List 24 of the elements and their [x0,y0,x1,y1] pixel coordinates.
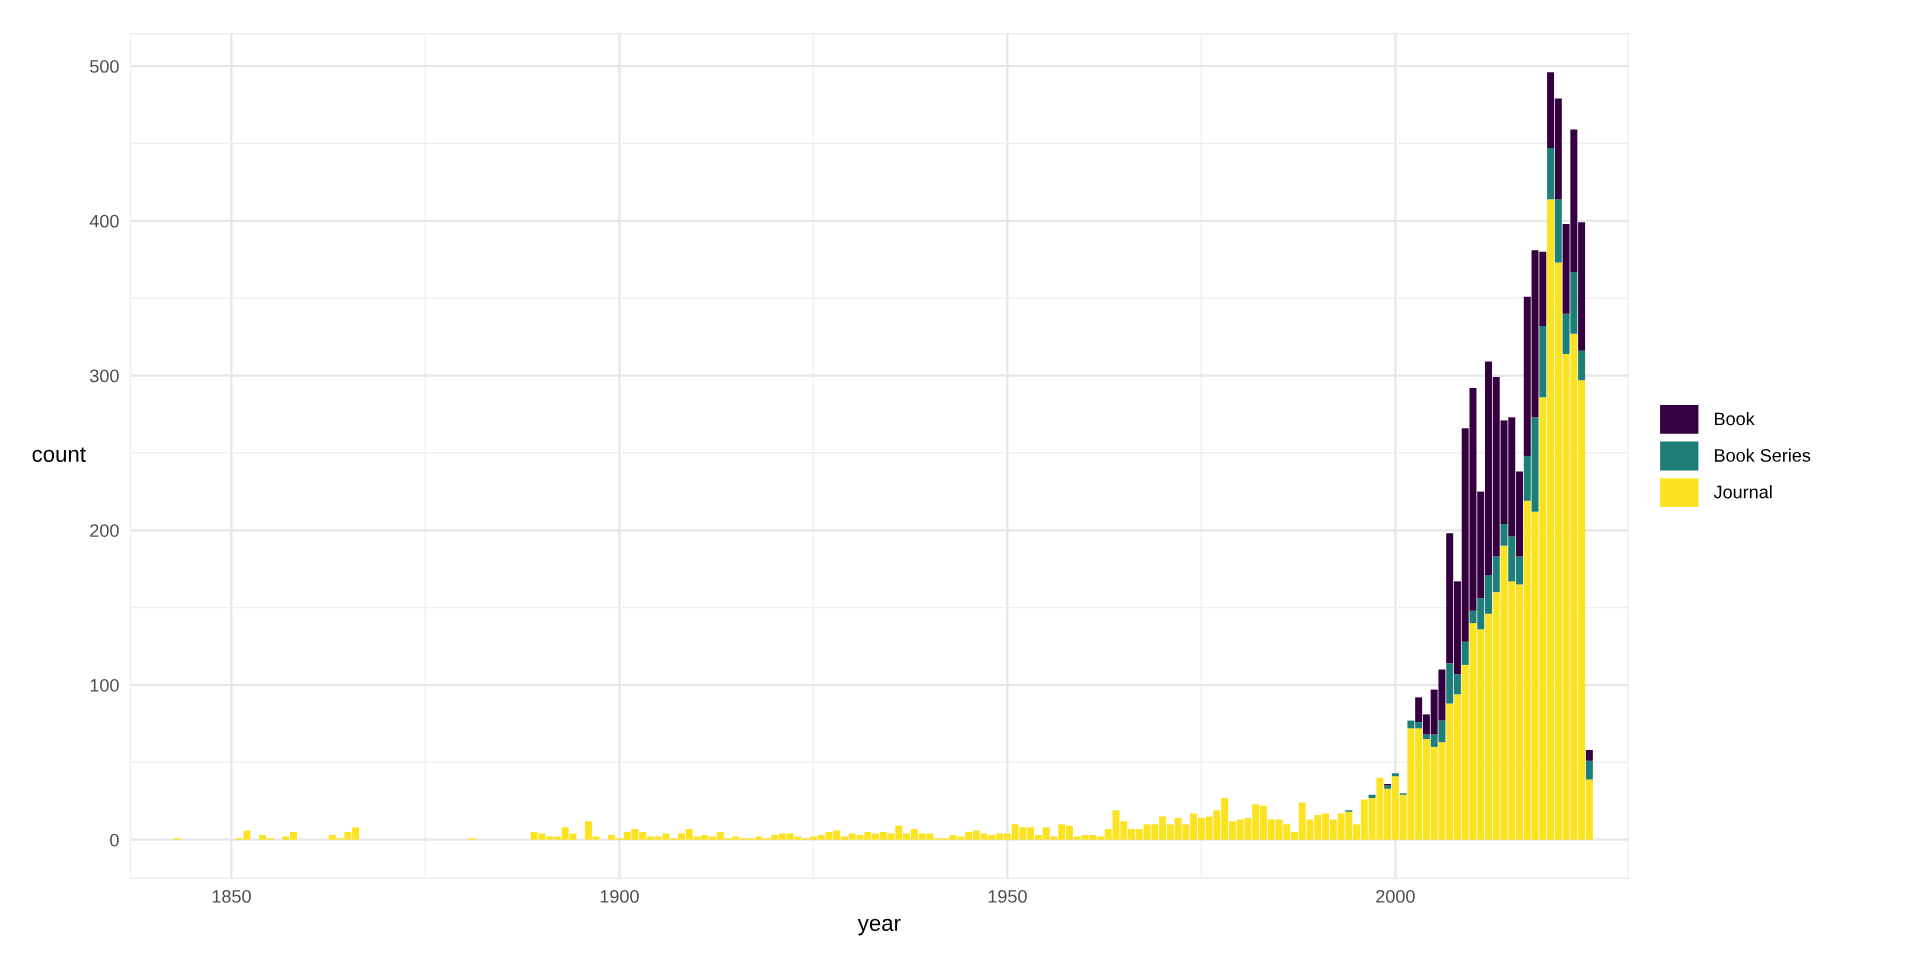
x-axis-title: year [857,918,901,936]
bar [1585,760,1593,780]
bar [1461,641,1469,665]
legend-label: Book Series [1715,448,1811,462]
y-tick-label: 0 [110,833,119,847]
x-tick-label: 1850 [212,889,251,903]
bar [1547,148,1555,200]
x-tick-label: 1900 [600,889,639,903]
bar [1539,326,1547,398]
bar [1368,794,1376,798]
x-tick-label: 1950 [988,889,1027,903]
y-tick-label: 400 [89,214,119,228]
bar [1585,749,1593,761]
y-tick-label: 300 [90,369,119,383]
legend-label: Journal [1713,485,1772,499]
y-axis-title: count [32,447,86,462]
x-tick-label: 2000 [1376,889,1415,903]
bar [1391,773,1399,777]
bar [1578,350,1586,381]
y-tick-label: 100 [90,678,119,692]
bar [1554,199,1562,263]
y-tick-label: 500 [90,60,119,73]
legend-label: Book [1715,412,1755,426]
y-tick-label: 200 [90,524,119,537]
